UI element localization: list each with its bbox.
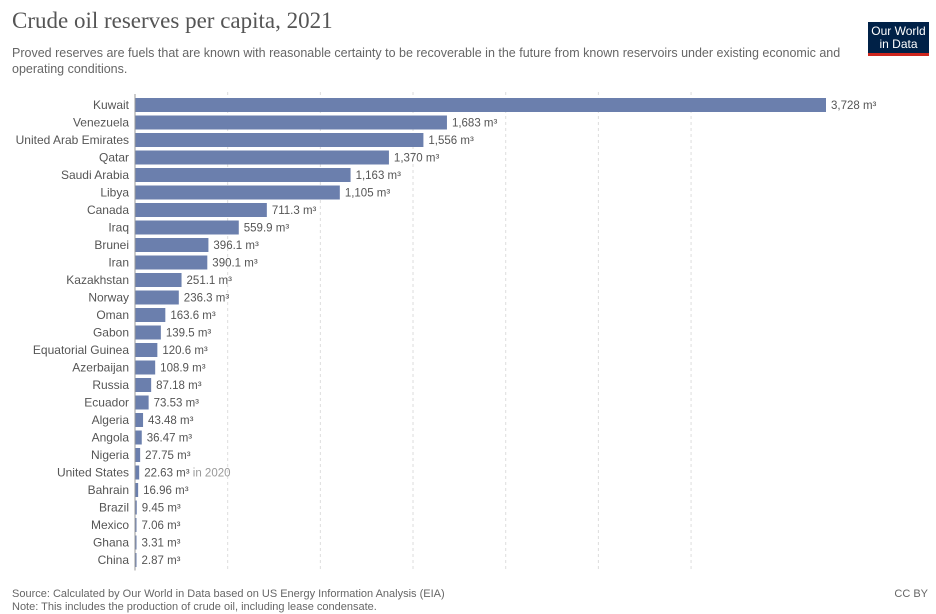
bar[interactable] [135,378,152,392]
category-label: Equatorial Guinea [33,343,129,357]
category-label: Russia [92,378,129,392]
category-label: Ecuador [84,396,129,410]
bar[interactable] [135,325,161,340]
category-label: United Arab Emirates [16,133,129,147]
value-label: 73.53 m³ [154,398,200,410]
bar[interactable] [135,483,139,497]
bar[interactable] [135,535,137,550]
category-label: Angola [92,431,130,445]
category-label: Canada [87,203,129,217]
value-label: 36.47 m³ [147,433,193,445]
value-label: 139.5 m³ [166,328,212,340]
bar[interactable] [135,430,142,445]
bar[interactable] [135,238,209,252]
source-note: Source: Calculated by Our World in Data … [12,588,445,600]
value-label: 163.6 m³ [170,310,216,322]
value-label: 1,370 m³ [394,153,440,165]
value-label: 27.75 m³ [145,450,191,462]
value-label: 87.18 m³ [156,380,202,392]
category-label: Brunei [94,238,129,252]
category-label: Gabon [93,326,129,340]
category-label: Ghana [93,536,129,550]
category-label: Qatar [99,151,129,165]
footer: Source: Calculated by Our World in Data … [12,588,445,614]
bar[interactable] [135,203,267,217]
value-label: 7.06 m³ [142,520,181,532]
bar[interactable] [135,500,137,515]
bar[interactable] [135,273,182,287]
category-label: United States [57,466,129,480]
bar[interactable] [135,115,447,130]
category-label: Oman [96,308,129,322]
bar[interactable] [135,150,389,165]
bar[interactable] [135,133,424,147]
bar[interactable] [135,220,239,235]
value-label: 1,163 m³ [356,170,402,182]
value-label: 16.96 m³ [143,485,189,497]
value-label: 2.87 m³ [142,555,181,567]
value-label: 22.63 m³ in 2020 [144,468,230,480]
category-label: Norway [88,291,129,305]
value-label: 559.9 m³ [244,223,290,235]
category-label: Mexico [91,518,129,532]
bar[interactable] [135,98,826,112]
category-label: Brazil [99,501,129,515]
value-label: 1,105 m³ [345,188,391,200]
category-label: Libya [100,186,129,200]
category-label: Kuwait [93,98,130,112]
license-link[interactable]: CC BY [894,588,928,600]
bar[interactable] [135,343,158,357]
value-label: 251.1 m³ [187,275,233,287]
bar[interactable] [135,553,137,567]
value-label: 236.3 m³ [184,293,230,305]
category-label: Venezuela [73,116,129,130]
bar[interactable] [135,518,137,532]
value-label: 396.1 m³ [213,240,259,252]
bar[interactable] [135,255,208,270]
bar[interactable] [135,395,149,410]
value-label: 120.6 m³ [162,345,208,357]
category-label: Bahrain [88,483,129,497]
value-label: 390.1 m³ [212,258,258,270]
category-label: Nigeria [91,448,129,462]
value-label: 43.48 m³ [148,415,194,427]
logo-line-2: in Data [879,37,918,51]
chart-subtitle: Proved reserves are fuels that are known… [12,46,841,76]
bar[interactable] [135,290,179,305]
bar[interactable] [135,168,351,182]
value-label: 711.3 m³ [272,205,317,217]
value-label: 9.45 m³ [142,503,181,515]
bar[interactable] [135,360,156,375]
category-label: Iran [108,256,129,270]
logo-line-1: Our World [871,24,926,38]
category-label: Iraq [108,221,129,235]
bar[interactable] [135,465,140,480]
value-label: 3.31 m³ [142,538,181,550]
bar-chart: Kuwait 3,728 m³ Venezuela 1,683 m³ United Ar… [16,92,877,571]
value-label: 1,556 m³ [428,135,474,147]
category-label: Kazakhstan [66,273,129,287]
bar[interactable] [135,185,340,200]
category-label: Algeria [92,413,130,427]
value-annotation: in 2020 [190,468,231,480]
bar[interactable] [135,413,144,427]
value-label: 1,683 m³ [452,118,498,130]
footnote: Note: This includes the production of cr… [12,601,377,613]
category-label: Azerbaijan [72,361,129,375]
bar[interactable] [135,308,166,322]
owid-logo[interactable]: Our World in Data [868,22,929,56]
value-label: 3,728 m³ [831,100,877,112]
value-label: 108.9 m³ [160,363,206,375]
chart-title: Crude oil reserves per capita, 2021 [12,8,333,33]
category-label: Saudi Arabia [61,168,129,182]
bar[interactable] [135,448,141,462]
category-label: China [98,553,130,567]
